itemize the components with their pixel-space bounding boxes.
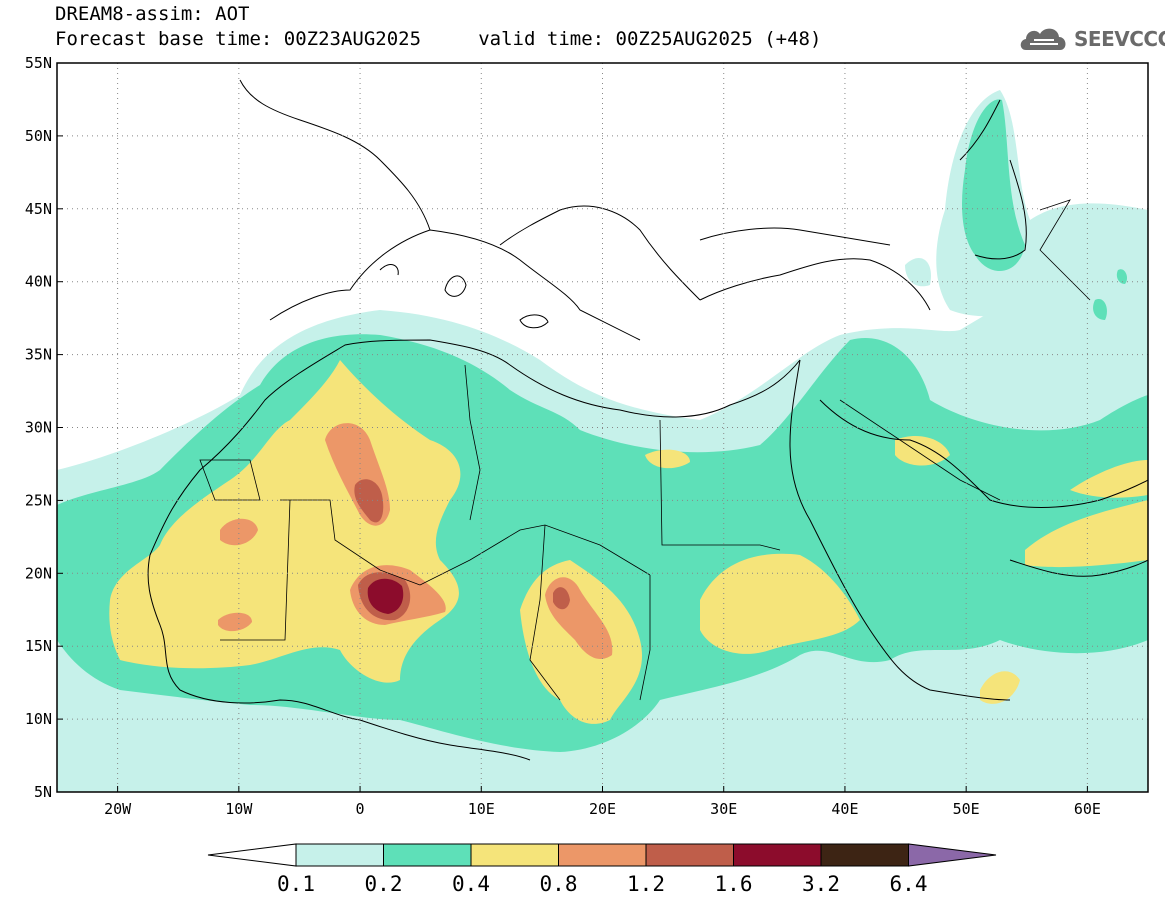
lat-tick-label: 45N bbox=[25, 200, 52, 218]
lon-tick-label: 0 bbox=[356, 800, 365, 818]
lat-tick-label: 40N bbox=[25, 273, 52, 291]
colorbar-box bbox=[470, 843, 559, 867]
colorbar-box bbox=[558, 843, 647, 867]
lat-tick-label: 10N bbox=[25, 710, 52, 728]
lon-tick-label: 20E bbox=[589, 800, 616, 818]
logo-text: SEEVCCC bbox=[1074, 27, 1165, 51]
colorbar-label: 1.6 bbox=[715, 872, 753, 896]
colorbar-label: 0.1 bbox=[277, 872, 315, 896]
forecast-time-line: Forecast base time: 00Z23AUG2025 valid t… bbox=[55, 28, 822, 50]
colorbar-box bbox=[820, 843, 909, 867]
colorbar-label: 0.4 bbox=[452, 872, 490, 896]
colorbar-label: 0.8 bbox=[540, 872, 578, 896]
colorbar-box bbox=[733, 843, 822, 867]
country-borders bbox=[199, 199, 1091, 701]
map-title: DREAM8-assim: AOT bbox=[55, 3, 250, 25]
lat-tick-label: 30N bbox=[25, 419, 52, 437]
coastlines bbox=[147, 79, 1148, 761]
colorbar: 0.1 0.2 0.4 0.8 1.2 1.6 3.2 6.4 bbox=[207, 843, 997, 896]
colorbar-box bbox=[295, 843, 384, 867]
lat-tick-label: 15N bbox=[25, 637, 52, 655]
colorbar-label: 0.2 bbox=[365, 872, 403, 896]
colorbar-label: 1.2 bbox=[627, 872, 665, 896]
lon-tick-label: 30E bbox=[710, 800, 737, 818]
aot-level-1.6 bbox=[367, 578, 404, 614]
lon-tick-label: 60E bbox=[1074, 800, 1101, 818]
colorbar-label: 6.4 bbox=[890, 872, 928, 896]
colorbar-box bbox=[383, 843, 472, 867]
lat-tick-label: 5N bbox=[34, 783, 52, 801]
lat-tick-label: 25N bbox=[25, 491, 52, 509]
lon-tick-label: 10E bbox=[468, 800, 495, 818]
lon-tick-label: 50E bbox=[953, 800, 980, 818]
lon-tick-label: 40E bbox=[831, 800, 858, 818]
grid-lines bbox=[57, 63, 1148, 792]
lat-tick-label: 55N bbox=[25, 54, 52, 72]
lat-tick-label: 20N bbox=[25, 564, 52, 582]
colorbar-box bbox=[645, 843, 734, 867]
latitude-ticks: 5N 10N 15N 20N 25N 30N 35N 40N 45N 50N 55N bbox=[25, 54, 63, 801]
cloud-icon bbox=[1020, 28, 1066, 50]
longitude-ticks: 20W 10W 0 10E 20E 30E 40E 50E 60E bbox=[104, 786, 1101, 818]
seevccc-logo: SEEVCCC bbox=[1018, 22, 1165, 56]
colorbar-label: 3.2 bbox=[802, 872, 840, 896]
lat-tick-label: 35N bbox=[25, 346, 52, 364]
colorbar-under-triangle bbox=[207, 843, 297, 867]
colorbar-over-triangle bbox=[908, 843, 997, 867]
lat-tick-label: 50N bbox=[25, 127, 52, 145]
lon-tick-label: 10W bbox=[225, 800, 253, 818]
lon-tick-label: 20W bbox=[104, 800, 132, 818]
